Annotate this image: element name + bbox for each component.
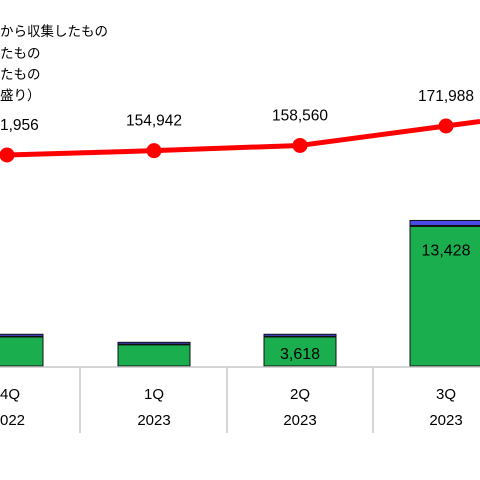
x-tick-year: 022 bbox=[0, 412, 25, 429]
bars-group bbox=[0, 219, 480, 367]
x-tick-year: 2023 bbox=[137, 412, 170, 429]
line-value-label: 154,942 bbox=[126, 113, 182, 130]
x-tick-year: 2023 bbox=[283, 412, 316, 429]
bar-segment-1 bbox=[117, 344, 191, 367]
line-value-label: 1,956 bbox=[0, 117, 39, 134]
x-axis-ticks: 4Q 022 1Q 2023 2Q 2023 3Q 2023 bbox=[0, 386, 463, 429]
legend-line-4: 盛り） bbox=[0, 88, 41, 104]
line-value-label: 171,988 bbox=[418, 88, 474, 105]
bar-segment-1 bbox=[263, 336, 337, 367]
x-tick-quarter: 2Q bbox=[290, 386, 310, 403]
bar-segment-3 bbox=[117, 341, 191, 345]
bar-segment-1 bbox=[0, 336, 44, 367]
legend-line-3: たもの bbox=[0, 67, 41, 83]
x-tick-quarter: 1Q bbox=[144, 386, 164, 403]
line-point bbox=[146, 143, 162, 159]
line-point bbox=[0, 147, 15, 163]
x-tick-quarter: 3Q bbox=[436, 386, 456, 403]
bar-segment-3 bbox=[263, 333, 337, 337]
bar-segment-3 bbox=[409, 219, 480, 226]
legend-line-2: たもの bbox=[0, 46, 41, 62]
bar-segment-3 bbox=[0, 333, 44, 337]
category-separators bbox=[79, 367, 374, 433]
line-value-label: 158,560 bbox=[272, 107, 328, 124]
line-series-path bbox=[6, 118, 480, 158]
bar-value-labels: 3,618 13,428 bbox=[280, 242, 471, 363]
line-point bbox=[292, 137, 308, 153]
line-point bbox=[438, 118, 454, 134]
x-tick-year: 2023 bbox=[429, 412, 462, 429]
bar-value-label: 3,618 bbox=[280, 346, 320, 363]
bar-value-label: 13,428 bbox=[422, 242, 471, 259]
x-tick-quarter: 4Q bbox=[0, 386, 20, 403]
line-series: 1,956 154,942 158,560 171,988 bbox=[0, 88, 480, 163]
legend-line-1: から収集したもの bbox=[0, 24, 108, 40]
legend: から収集したもの たもの たもの 盛り） bbox=[0, 24, 108, 104]
